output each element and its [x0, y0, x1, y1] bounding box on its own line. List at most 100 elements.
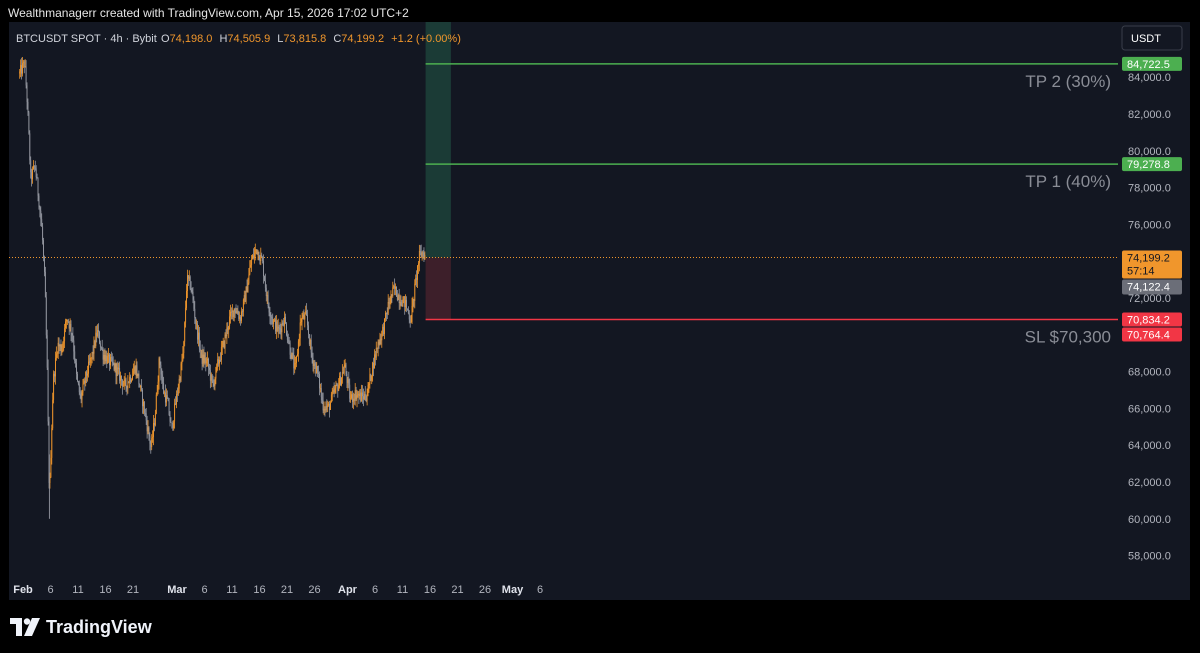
- candle-body: [109, 354, 110, 366]
- candle-body: [189, 276, 191, 289]
- candle-body: [241, 311, 242, 321]
- time-tick-label: 6: [537, 584, 543, 596]
- time-tick-label: 21: [281, 584, 293, 596]
- candle-body: [370, 374, 372, 381]
- candle-body: [115, 363, 117, 377]
- candle-body: [414, 283, 416, 301]
- candle-body: [313, 363, 315, 366]
- candle-body: [239, 317, 241, 319]
- candle-body: [344, 364, 346, 368]
- candle-body: [144, 412, 146, 414]
- candle-body: [151, 438, 153, 447]
- candle-body: [95, 332, 97, 347]
- candle-body: [119, 368, 121, 381]
- candle-body: [179, 378, 181, 381]
- candles: [19, 57, 426, 519]
- price-axis[interactable]: 58,000.0 60,000.0 62,000.0 64,000.0 66,000.0…: [1122, 35, 1182, 563]
- candle-body: [97, 330, 99, 336]
- candle-body: [171, 422, 173, 424]
- candle-body: [295, 362, 297, 364]
- candle-body: [365, 398, 367, 402]
- candle-body: [55, 358, 56, 377]
- candle-body: [357, 394, 359, 396]
- candle-body: [396, 296, 398, 300]
- candle-body: [318, 372, 319, 375]
- candle-body: [132, 375, 133, 380]
- tradingview-logo[interactable]: TradingView: [10, 616, 152, 638]
- candle-body: [214, 378, 216, 387]
- currency-button[interactable]: USDT: [1121, 25, 1183, 51]
- currency-label[interactable]: USDT: [1131, 33, 1161, 45]
- time-tick-label: 16: [99, 584, 111, 596]
- candle-body: [349, 384, 351, 399]
- candle-body: [416, 278, 418, 280]
- candle-body: [338, 385, 340, 391]
- candle-body: [129, 376, 131, 383]
- close-label: C: [333, 33, 341, 45]
- candle-body: [302, 314, 304, 318]
- candle-body: [285, 316, 286, 324]
- candle-body: [114, 363, 116, 370]
- candle-body: [48, 421, 50, 483]
- candle-body: [311, 352, 313, 359]
- time-tick-label: Feb: [13, 584, 33, 596]
- candle-body: [88, 361, 90, 363]
- candle-body: [143, 401, 145, 413]
- candle-body: [217, 359, 219, 365]
- candle-body: [354, 390, 356, 401]
- candle-body: [297, 353, 298, 356]
- time-tick-label: 26: [479, 584, 491, 596]
- candle-body: [298, 338, 300, 342]
- candle-body: [324, 409, 326, 411]
- candle-body: [308, 334, 310, 345]
- candle-body: [124, 379, 126, 381]
- candle-body: [391, 294, 393, 296]
- time-tick-label: Apr: [338, 584, 358, 596]
- tradingview-logo-icon: [10, 618, 40, 636]
- price-tick-label: 60,000.0: [1128, 514, 1171, 526]
- candle-body: [22, 61, 24, 64]
- time-axis[interactable]: Feb 6 11 16 21 Mar 6 11 16 21 26 Apr 6 11 16 21 26 May 6: [13, 584, 543, 596]
- currency-button-frame[interactable]: [1121, 25, 1183, 51]
- ohlc-values: O74,198.0 H74,505.9 L73,815.8 C74,199.2 …: [161, 33, 461, 45]
- candle-body: [263, 260, 264, 277]
- candle-body: [363, 396, 364, 400]
- candle-body: [257, 251, 259, 255]
- candle-body: [220, 359, 221, 361]
- candle-body: [352, 394, 353, 402]
- time-tick-label: 21: [451, 584, 463, 596]
- candle-body: [306, 310, 308, 316]
- candle-body: [339, 376, 341, 386]
- symbol-label[interactable]: BTCUSDT SPOT · 4h · Bybit: [16, 33, 157, 45]
- candle-body: [43, 240, 44, 258]
- candle-body: [156, 391, 158, 395]
- candle-body: [293, 356, 295, 369]
- candle-body: [133, 366, 135, 372]
- candle-body: [407, 309, 409, 314]
- candle-body: [175, 403, 176, 405]
- candle-body: [284, 316, 286, 326]
- candle-body: [61, 349, 63, 353]
- high-value: 74,505.9: [227, 33, 270, 45]
- candle-body: [329, 403, 330, 410]
- time-tick-label: 16: [253, 584, 265, 596]
- candle-body: [269, 312, 271, 317]
- candle-body: [255, 249, 257, 251]
- candle-body: [292, 352, 294, 357]
- candle-body: [187, 275, 188, 291]
- candle-body: [232, 310, 234, 317]
- candle-body: [192, 291, 194, 300]
- low-label: L: [277, 33, 283, 45]
- candle-body: [35, 168, 37, 178]
- candle-body: [125, 379, 127, 386]
- tp-label-2: TP 1 (40%): [1025, 172, 1111, 191]
- time-tick-label: 11: [397, 584, 408, 596]
- candle-body: [351, 394, 352, 399]
- candle-body: [350, 398, 352, 400]
- candle-body: [233, 308, 235, 317]
- candle-body: [37, 178, 39, 196]
- candle-body: [254, 249, 256, 254]
- candle-body: [38, 195, 40, 208]
